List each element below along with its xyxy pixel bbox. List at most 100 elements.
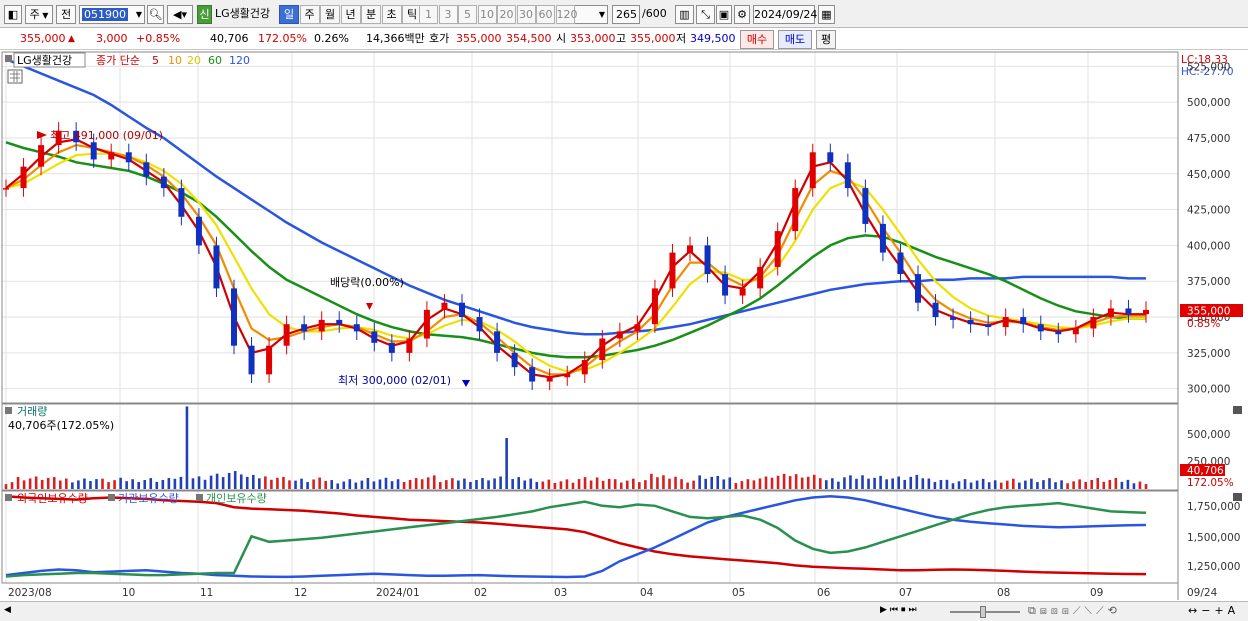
save-icon[interactable]: ▣: [716, 5, 732, 24]
interval-tab-1[interactable]: 주: [299, 5, 320, 24]
low-note: 최저 300,000 (02/01): [338, 374, 451, 387]
volume-bar: [752, 480, 756, 489]
period-dropdown[interactable]: 주 ▼: [25, 5, 53, 24]
stock-chart[interactable]: LG생활건강 종가 단순 5 10 20 60 120 최고 491,000 (…: [0, 50, 1248, 601]
current-price-value: 355,000: [1187, 306, 1230, 318]
search-icon[interactable]: 🔍︎: [147, 5, 164, 24]
price-axis-label: 400,000: [1187, 240, 1230, 252]
turnover: 0.26%: [314, 32, 349, 45]
volume-bar: [83, 478, 86, 489]
candle-body: [581, 360, 588, 375]
volume-bar: [185, 406, 189, 489]
count-total: /600: [642, 7, 667, 20]
volume-bar: [125, 481, 128, 489]
volume-bar: [89, 481, 92, 489]
unit-dropdown[interactable]: ▼: [570, 5, 608, 24]
holdings-lines: [5, 494, 1147, 579]
volume-bar: [40, 479, 44, 489]
volume-bar: [336, 483, 340, 489]
up-arrow-icon: ▲: [68, 34, 75, 44]
volume-bar: [330, 480, 334, 489]
interval-number-10[interactable]: 10: [477, 5, 497, 24]
volume-bar: [348, 479, 352, 489]
interval-number-5[interactable]: 5: [458, 5, 477, 24]
sell-button[interactable]: 매도: [778, 30, 812, 49]
volume-bar: [939, 480, 943, 489]
draw-icon[interactable]: ⤡: [696, 5, 715, 24]
interval-tab-2[interactable]: 월: [320, 5, 340, 24]
chevron-down-icon: ▼: [135, 10, 142, 19]
pane-close-icon[interactable]: [1233, 493, 1242, 501]
gear-icon[interactable]: ⚙: [734, 5, 750, 24]
table-icon[interactable]: [7, 69, 23, 84]
interval-tab-0[interactable]: 일: [279, 5, 299, 24]
interval-number-120[interactable]: 120: [555, 5, 578, 24]
volume-bar: [1078, 479, 1081, 489]
interval-number-30[interactable]: 30: [516, 5, 536, 24]
eval-button[interactable]: 평: [816, 30, 836, 49]
chevron-down-icon: ▼: [39, 11, 49, 20]
volume-bar: [632, 478, 635, 489]
calendar-icon[interactable]: ▦: [818, 5, 835, 24]
candle-icon[interactable]: ▥: [675, 5, 694, 24]
volume-bar: [215, 473, 219, 489]
volume-bar: [77, 480, 80, 489]
candle-body: [371, 331, 378, 343]
candle-body: [160, 176, 167, 189]
buy-button[interactable]: 매수: [740, 30, 774, 49]
prev-button[interactable]: 전: [56, 5, 76, 24]
count-input[interactable]: 265: [612, 5, 640, 24]
holdings-axis-1500k: 1,500,000: [1187, 532, 1240, 544]
candle-body: [178, 188, 185, 217]
candle-body: [441, 302, 448, 310]
zoom-tools-icons[interactable]: ↔−+A: [1188, 604, 1240, 617]
candle-body: [406, 338, 413, 353]
volume-bar: [324, 480, 327, 489]
legend-ma10: 10: [168, 54, 182, 67]
x-axis-label: 03: [554, 587, 567, 599]
volume-bar: [390, 481, 394, 489]
interval-tab-5[interactable]: 초: [381, 5, 402, 24]
view-tools-icons[interactable]: ⧉⧈⧇⧆⟋⟍⟋⟲: [1028, 604, 1121, 617]
chart-window-icon[interactable]: ◧: [4, 5, 22, 24]
volume-bar: [22, 480, 26, 489]
stock-code-input[interactable]: 051900 ▼: [79, 5, 145, 24]
interval-tab-4[interactable]: 분: [361, 5, 381, 24]
pane-close-icon[interactable]: [1233, 406, 1242, 414]
candle-body: [423, 309, 430, 339]
x-axis-label: 11: [200, 587, 213, 599]
candle-body: [722, 274, 729, 296]
title-box[interactable]: [13, 52, 86, 68]
stock-code-value: 051900: [82, 8, 128, 21]
volume-bar: [638, 482, 641, 489]
volume-bar: [113, 480, 116, 489]
volume-bar: [65, 478, 68, 489]
holdings-legend-foreign: 외국인보유수량: [17, 492, 88, 505]
candle-body: [985, 324, 992, 328]
interval-number-1[interactable]: 1: [419, 5, 438, 24]
interval-number-20[interactable]: 20: [497, 5, 516, 24]
candle-body: [599, 338, 606, 361]
price-axis-label: 375,000: [1187, 276, 1230, 288]
scroll-left-icon[interactable]: ◀: [4, 605, 11, 615]
volume-bar: [1120, 481, 1124, 489]
volume-bar: [535, 481, 539, 489]
chart-toolbar: ◧ 주 ▼ 전 051900 ▼ 🔍︎ ◀▾ 신 LG생활건강 ▼ 265 /60…: [0, 0, 1248, 28]
chart-grid: [2, 52, 1178, 583]
interval-number-60[interactable]: 60: [536, 5, 555, 24]
speaker-icon[interactable]: ◀▾: [167, 5, 193, 24]
interval-tab-3[interactable]: 년: [340, 5, 361, 24]
candle-body: [248, 345, 255, 375]
volume-bar: [849, 475, 852, 489]
volume-bar: [716, 476, 720, 489]
interval-number-3[interactable]: 3: [438, 5, 458, 24]
playback-controls-icon[interactable]: ▶⏮⏹⏭: [880, 605, 920, 615]
x-axis-label: 08: [997, 587, 1010, 599]
candle-body: [634, 324, 641, 332]
x-axis-label: 07: [899, 587, 912, 599]
zoom-slider-handle[interactable]: [980, 606, 986, 618]
volume-bar: [921, 478, 925, 489]
date-input[interactable]: 2024/09/24: [753, 5, 817, 24]
volume-bar: [463, 478, 466, 489]
volume-bar: [867, 478, 870, 489]
